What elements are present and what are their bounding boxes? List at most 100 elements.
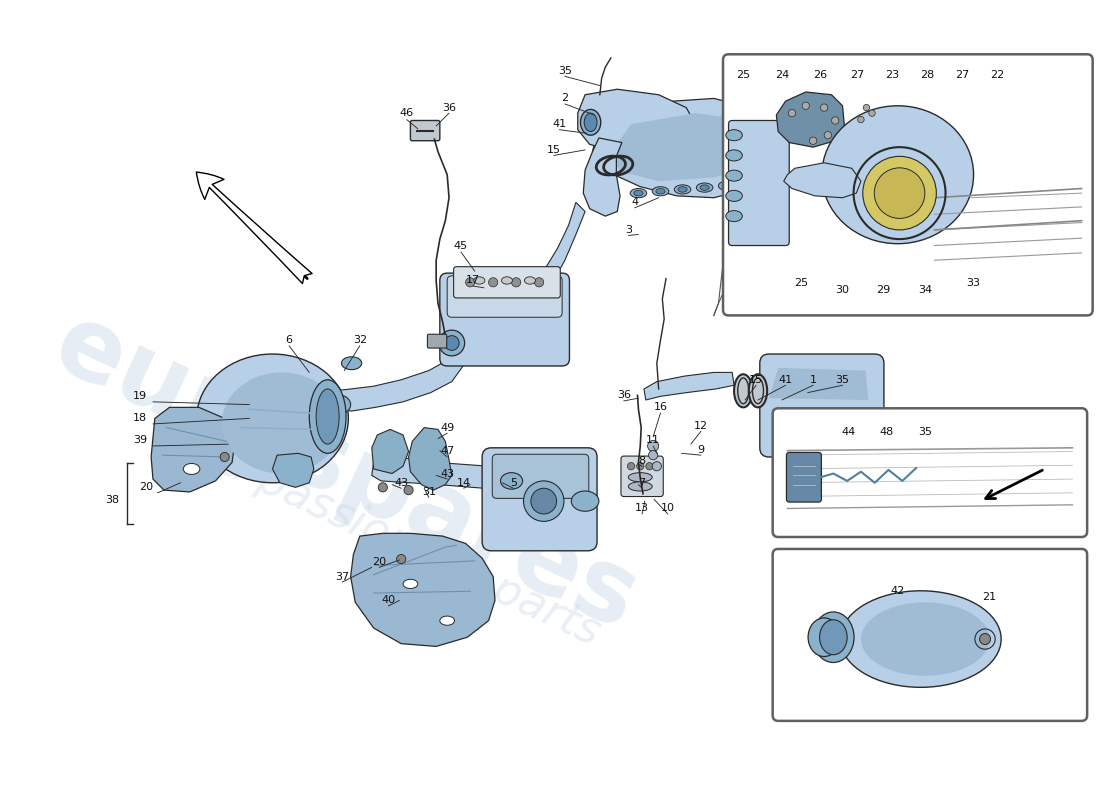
Text: 33: 33 bbox=[966, 278, 980, 288]
Ellipse shape bbox=[630, 189, 647, 198]
Ellipse shape bbox=[678, 186, 688, 192]
Ellipse shape bbox=[341, 357, 362, 370]
Ellipse shape bbox=[822, 106, 974, 244]
Text: 10: 10 bbox=[661, 503, 675, 514]
Text: 43: 43 bbox=[440, 469, 454, 478]
Text: 35: 35 bbox=[558, 66, 572, 76]
Text: eurospares: eurospares bbox=[40, 296, 653, 651]
Text: 48: 48 bbox=[880, 427, 894, 437]
Text: 6: 6 bbox=[286, 335, 293, 346]
Text: 27: 27 bbox=[850, 70, 865, 81]
Circle shape bbox=[824, 131, 832, 139]
Text: 23: 23 bbox=[886, 70, 900, 81]
Ellipse shape bbox=[316, 389, 339, 444]
Ellipse shape bbox=[740, 179, 757, 189]
Ellipse shape bbox=[184, 463, 200, 474]
Ellipse shape bbox=[628, 473, 652, 482]
Text: 35: 35 bbox=[836, 374, 849, 385]
Text: 25: 25 bbox=[736, 70, 750, 81]
Ellipse shape bbox=[652, 186, 669, 196]
Text: 45: 45 bbox=[454, 242, 467, 251]
Ellipse shape bbox=[745, 181, 754, 186]
Circle shape bbox=[524, 481, 564, 522]
Polygon shape bbox=[644, 373, 734, 400]
Ellipse shape bbox=[439, 330, 464, 356]
Text: 4: 4 bbox=[631, 198, 638, 207]
Polygon shape bbox=[273, 454, 314, 487]
Polygon shape bbox=[777, 92, 845, 147]
FancyBboxPatch shape bbox=[453, 266, 560, 298]
Ellipse shape bbox=[628, 482, 652, 491]
Text: 43: 43 bbox=[394, 478, 408, 488]
FancyBboxPatch shape bbox=[440, 273, 570, 366]
Circle shape bbox=[652, 462, 661, 470]
FancyBboxPatch shape bbox=[772, 549, 1087, 721]
Circle shape bbox=[649, 450, 658, 460]
Circle shape bbox=[535, 278, 543, 287]
Ellipse shape bbox=[820, 620, 847, 654]
Text: 34: 34 bbox=[918, 285, 933, 294]
Text: 22: 22 bbox=[990, 70, 1004, 81]
FancyArrowPatch shape bbox=[199, 174, 307, 278]
Polygon shape bbox=[332, 352, 464, 411]
Ellipse shape bbox=[584, 113, 597, 131]
Text: 41: 41 bbox=[552, 119, 567, 129]
Polygon shape bbox=[593, 98, 769, 198]
Ellipse shape bbox=[749, 374, 767, 407]
Ellipse shape bbox=[581, 110, 601, 135]
FancyBboxPatch shape bbox=[428, 334, 447, 348]
Circle shape bbox=[980, 634, 991, 645]
Polygon shape bbox=[351, 534, 495, 646]
Text: 1: 1 bbox=[810, 374, 816, 385]
Text: 40: 40 bbox=[382, 595, 395, 606]
Text: 15: 15 bbox=[547, 145, 561, 155]
Circle shape bbox=[465, 278, 475, 287]
Text: 3: 3 bbox=[625, 225, 631, 235]
Ellipse shape bbox=[840, 590, 1001, 687]
Circle shape bbox=[646, 462, 653, 470]
Polygon shape bbox=[408, 427, 452, 490]
FancyArrowPatch shape bbox=[986, 470, 1043, 498]
Circle shape bbox=[832, 117, 839, 124]
Text: 19: 19 bbox=[133, 391, 147, 402]
Ellipse shape bbox=[726, 190, 742, 202]
Text: 42: 42 bbox=[891, 586, 905, 596]
Ellipse shape bbox=[502, 277, 513, 284]
Text: 36: 36 bbox=[442, 102, 456, 113]
Circle shape bbox=[488, 278, 498, 287]
Text: 35: 35 bbox=[918, 427, 933, 437]
Circle shape bbox=[627, 462, 635, 470]
FancyArrowPatch shape bbox=[206, 181, 307, 278]
Circle shape bbox=[869, 110, 876, 116]
Text: 12: 12 bbox=[694, 421, 708, 430]
Polygon shape bbox=[783, 162, 861, 198]
Text: 36: 36 bbox=[617, 390, 630, 401]
Circle shape bbox=[864, 104, 870, 111]
Text: 20: 20 bbox=[140, 482, 154, 492]
Ellipse shape bbox=[808, 618, 840, 657]
Text: 29: 29 bbox=[876, 285, 890, 294]
Text: 49: 49 bbox=[440, 422, 454, 433]
FancyArrowPatch shape bbox=[196, 172, 312, 283]
Text: 7: 7 bbox=[638, 478, 646, 488]
Ellipse shape bbox=[525, 277, 536, 284]
Text: 25: 25 bbox=[794, 278, 808, 288]
Polygon shape bbox=[608, 113, 750, 181]
FancyBboxPatch shape bbox=[772, 408, 1087, 537]
Text: 46: 46 bbox=[399, 108, 414, 118]
Ellipse shape bbox=[700, 185, 710, 190]
Ellipse shape bbox=[778, 430, 796, 444]
FancyBboxPatch shape bbox=[410, 121, 440, 141]
Text: 17: 17 bbox=[466, 275, 480, 286]
Polygon shape bbox=[484, 202, 585, 326]
Text: 20: 20 bbox=[372, 557, 386, 567]
Circle shape bbox=[512, 278, 520, 287]
Text: 8: 8 bbox=[638, 456, 646, 466]
Text: 21: 21 bbox=[982, 592, 997, 602]
Ellipse shape bbox=[440, 616, 454, 626]
Ellipse shape bbox=[696, 183, 713, 192]
FancyBboxPatch shape bbox=[492, 454, 588, 498]
Polygon shape bbox=[578, 90, 695, 152]
Ellipse shape bbox=[197, 354, 349, 482]
Polygon shape bbox=[372, 430, 408, 474]
